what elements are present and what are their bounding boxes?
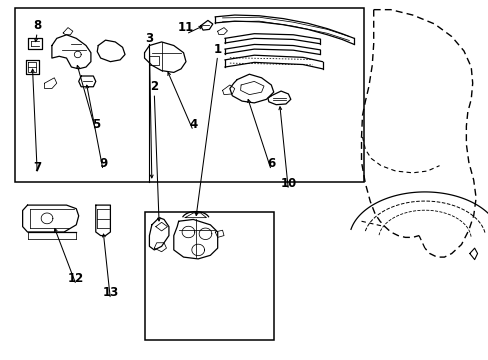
Text: 10: 10 xyxy=(280,177,296,190)
Bar xyxy=(15,8,363,182)
Text: 12: 12 xyxy=(68,272,84,285)
Text: 8: 8 xyxy=(33,19,41,32)
Text: 1: 1 xyxy=(213,42,221,55)
Text: 6: 6 xyxy=(266,157,275,170)
Text: 11: 11 xyxy=(178,21,194,34)
Bar xyxy=(144,212,273,339)
Text: 13: 13 xyxy=(102,287,118,300)
Text: 5: 5 xyxy=(91,118,100,131)
Text: 3: 3 xyxy=(145,32,153,45)
Text: 2: 2 xyxy=(150,80,158,93)
Text: 9: 9 xyxy=(99,157,107,170)
Text: 4: 4 xyxy=(189,118,197,131)
Text: 7: 7 xyxy=(33,161,41,174)
